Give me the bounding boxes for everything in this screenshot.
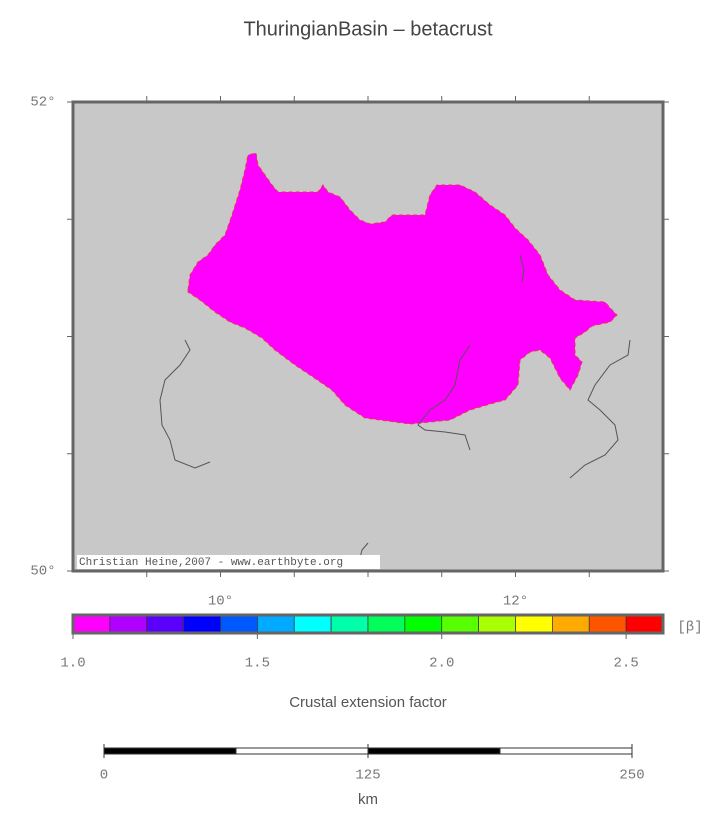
colorbar-unit: [β]: [677, 620, 702, 636]
colorbar-swatch: [441, 614, 479, 634]
colorbar-swatch: [109, 614, 148, 634]
colorbar-swatch: [515, 614, 553, 634]
credit-box: [77, 555, 380, 569]
colorbar-swatch: [478, 614, 516, 634]
y-tick-label: 50°: [30, 564, 55, 580]
colorbar-swatch: [367, 614, 406, 634]
scalebar-tick-label: 0: [100, 768, 108, 784]
colorbar-swatch: [183, 614, 221, 634]
colorbar-label: Crustal extension factor: [289, 694, 447, 711]
colorbar-swatch: [72, 614, 111, 634]
scalebar-segment: [103, 747, 237, 755]
scalebar-tick-label: 250: [619, 768, 644, 784]
x-tick-label: 12°: [503, 594, 528, 610]
scalebar-segment: [367, 747, 501, 755]
river: [519, 254, 525, 283]
colorbar-swatch: [293, 614, 332, 634]
colorbar-tick-label: 2.0: [429, 656, 454, 672]
river: [159, 339, 211, 469]
colorbar-tick-label: 2.5: [614, 656, 639, 672]
scalebar-tick-label: 125: [355, 768, 380, 784]
river: [417, 344, 471, 451]
river: [569, 339, 631, 479]
colorbar-swatch: [588, 614, 627, 634]
credit: Christian Heine,2007 - www.earthbyte.org: [79, 557, 343, 569]
colorbar-swatch: [220, 614, 258, 634]
scalebar-segment: [499, 747, 633, 755]
y-tick-label: 52°: [30, 95, 55, 111]
region: [187, 152, 618, 425]
colorbar-tick-label: 1.0: [60, 656, 85, 672]
colorbar-swatch: [257, 614, 295, 634]
scalebar-unit: km: [358, 791, 378, 808]
colorbar-swatch: [552, 614, 590, 634]
colorbar-swatch: [146, 614, 184, 634]
colorbar-frame: [71, 613, 665, 635]
colorbar-swatch: [330, 614, 369, 634]
scalebar-segment: [235, 747, 369, 755]
colorbar-tick-label: 1.5: [245, 656, 270, 672]
x-tick-label: 10°: [208, 594, 233, 610]
colorbar-swatch: [625, 614, 664, 634]
colorbar-swatch: [404, 614, 443, 634]
title: ThuringianBasin – betacrust: [243, 18, 492, 40]
